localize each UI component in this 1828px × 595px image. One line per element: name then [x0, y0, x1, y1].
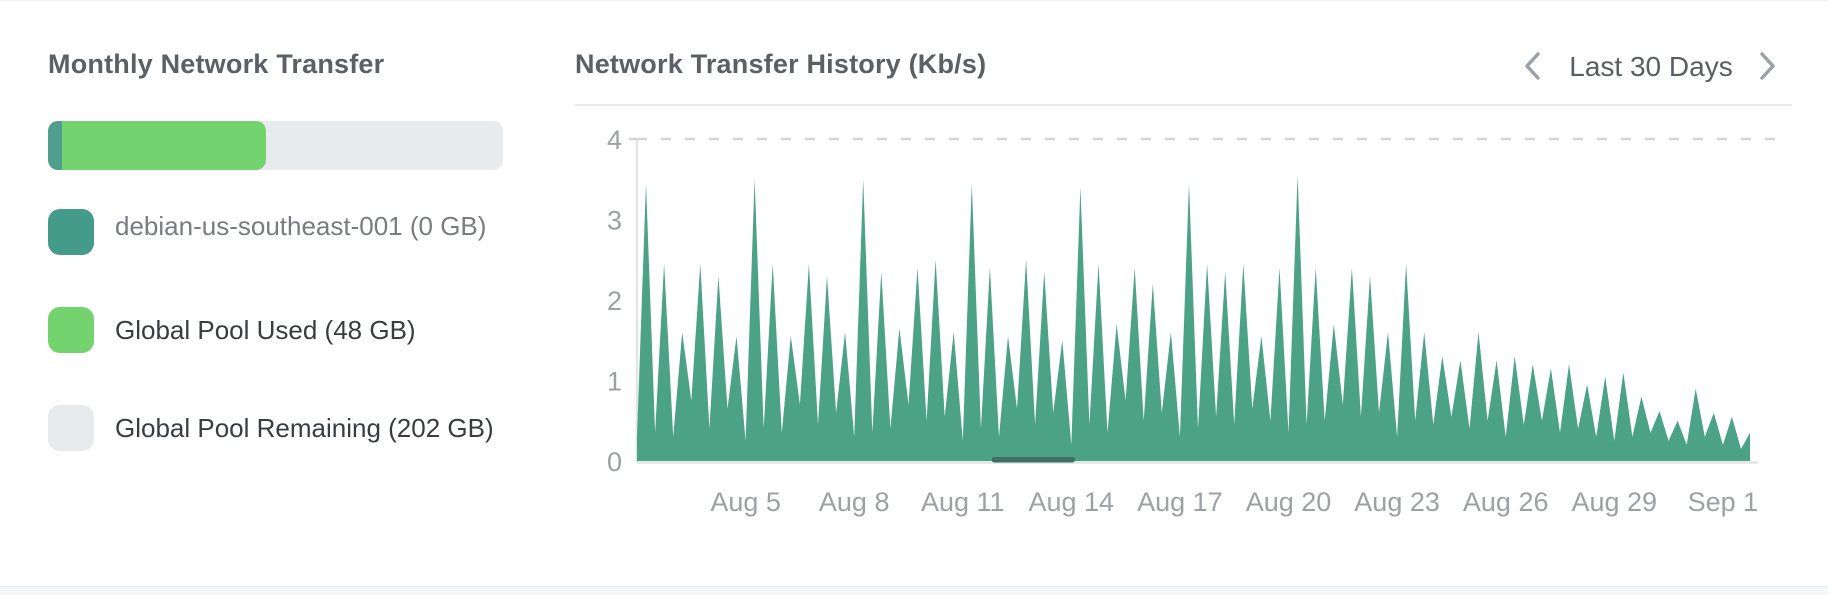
chevron-left-icon — [1525, 52, 1540, 80]
svg-text:0: 0 — [607, 447, 622, 477]
svg-text:Aug 8: Aug 8 — [819, 487, 890, 517]
svg-text:4: 4 — [607, 125, 622, 155]
chevron-right-icon — [1760, 52, 1775, 80]
legend-item-label: debian-us-southeast-001 (0 GB) — [115, 211, 487, 241]
range-label: Last 30 Days — [1569, 51, 1733, 82]
svg-text:2: 2 — [607, 286, 622, 316]
legend-item-global-pool-used: Global Pool Used (48 GB) — [48, 307, 416, 353]
previous-range-button[interactable] — [1516, 48, 1552, 84]
page-background-strip — [0, 586, 1828, 595]
header-divider — [575, 104, 1792, 106]
network-transfer-history-chart[interactable]: 0 1 2 3 4 Aug 5 Aug 8 Aug 11 Aug 14 Aug 17 Aug 20… — [575, 106, 1792, 556]
legend-item-label: Global Pool Remaining (202 GB) — [115, 413, 494, 443]
svg-text:3: 3 — [607, 206, 622, 236]
svg-text:Aug 17: Aug 17 — [1137, 487, 1223, 517]
x-axis-tick-labels: Aug 5 Aug 8 Aug 11 Aug 14 Aug 17 Aug 20 Aug 23… — [710, 487, 1758, 517]
next-range-button[interactable] — [1748, 48, 1784, 84]
usage-bar-instance-segment — [48, 121, 63, 170]
svg-text:Aug 20: Aug 20 — [1246, 487, 1332, 517]
svg-text:Aug 26: Aug 26 — [1463, 487, 1549, 517]
svg-text:1: 1 — [607, 367, 622, 397]
monthly-transfer-usage-bar — [48, 121, 503, 170]
legend-item-instance: debian-us-southeast-001 (0 GB) — [48, 209, 486, 255]
legend-item-label: Global Pool Used (48 GB) — [115, 315, 416, 345]
legend-item-global-pool-remaining: Global Pool Remaining (202 GB) — [48, 405, 494, 451]
global-pool-used-area-series — [637, 175, 1750, 461]
svg-text:Aug 29: Aug 29 — [1572, 487, 1658, 517]
y-axis-tick-labels: 0 1 2 3 4 — [607, 125, 622, 477]
monthly-transfer-title: Monthly Network Transfer — [48, 49, 385, 79]
global-pool-used-swatch-icon — [48, 307, 94, 353]
instance-zero-usage-segment — [991, 457, 1075, 463]
svg-text:Aug 23: Aug 23 — [1354, 487, 1440, 517]
svg-text:Aug 14: Aug 14 — [1029, 487, 1115, 517]
instance-swatch-icon — [48, 209, 94, 255]
global-pool-remaining-swatch-icon — [48, 405, 94, 451]
svg-text:Aug 5: Aug 5 — [710, 487, 781, 517]
transfer-history-title: Network Transfer History (Kb/s) — [575, 49, 987, 79]
svg-text:Sep 1: Sep 1 — [1688, 487, 1759, 517]
svg-text:Aug 11: Aug 11 — [921, 487, 1005, 517]
usage-bar-global-pool-used-segment — [48, 121, 266, 170]
